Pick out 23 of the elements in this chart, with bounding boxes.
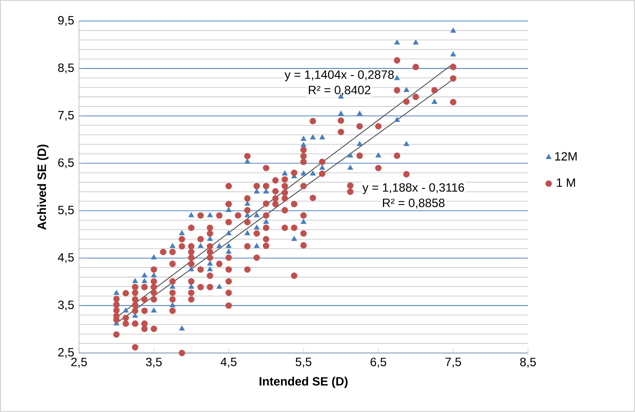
y-axis-title: Achived SE (D)	[37, 144, 48, 230]
y-tick-label: 3,5	[58, 300, 74, 311]
x-tick-label: 3,5	[146, 358, 162, 368]
y-tick-label: 6,5	[58, 158, 74, 168]
annotation: y = 1,188x - 0,3116	[362, 183, 464, 194]
annotation: y = 1,1404x - 0,2878	[284, 70, 394, 82]
legend-label: 12M	[555, 152, 577, 160]
y-tick-label: 8,5	[58, 63, 74, 74]
y-tick-label: 9,5	[58, 16, 74, 26]
x-tick-label: 8,5	[520, 358, 536, 368]
legend-label: 1 M	[556, 178, 575, 187]
y-tick-label: 2,5	[58, 348, 74, 358]
x-tick-label: 7,5	[445, 358, 462, 368]
x-axis-title: Intended SE (D)	[260, 376, 348, 388]
x-tick-label: 4,5	[220, 358, 237, 368]
y-tick-label: 5,5	[58, 206, 74, 216]
x-tick-label: 2,5	[71, 358, 87, 368]
x-tick-label: 5,5	[296, 358, 312, 368]
y-tick-label: 4,5	[58, 253, 74, 264]
annotation: R² = 0,8858	[382, 198, 444, 209]
annotation: R² = 0,8402	[308, 86, 370, 96]
x-tick-label: 6,5	[370, 358, 386, 368]
y-tick-label: 7,5	[58, 110, 74, 121]
